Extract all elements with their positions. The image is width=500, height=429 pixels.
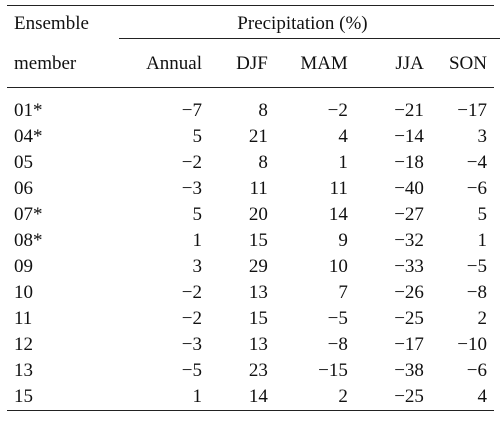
mam-cell: −2 (327, 100, 348, 121)
table-row: 01* −7 8 −2 −21 −17 (7, 88, 494, 125)
member-cell: 06 (14, 178, 33, 199)
mam-cell: 4 (338, 126, 348, 147)
jja-cell: −17 (394, 334, 424, 355)
table-row: 08* 1 15 9 −32 1 (7, 228, 494, 254)
mam-cell: −8 (327, 334, 348, 355)
jja-cell: −25 (394, 308, 424, 329)
jja-cell: −33 (394, 256, 424, 277)
djf-cell: 21 (248, 126, 268, 147)
member-cell: 05 (14, 152, 33, 173)
table-row: 04* 5 21 4 −14 3 (7, 124, 494, 150)
annual-cell: −5 (181, 360, 203, 381)
table-row: 13 −5 23 −15 −38 −6 (7, 358, 494, 384)
table-row: 10 −2 13 7 −26 −8 (7, 280, 494, 306)
son-cell: −6 (466, 360, 487, 381)
mam-cell: 11 (329, 178, 348, 199)
table-row: 09 3 29 10 −33 −5 (7, 254, 494, 280)
annual-cell: 1 (192, 230, 203, 251)
jja-cell: −27 (394, 204, 424, 225)
jja-cell: −32 (394, 230, 424, 251)
jja-cell: −38 (394, 360, 424, 381)
member-cell: 12 (14, 334, 33, 355)
son-cell: −5 (466, 256, 487, 277)
table-row: 15 1 14 2 −25 4 (7, 384, 494, 411)
annual-cell: 5 (192, 126, 203, 147)
djf-cell: 8 (258, 152, 268, 173)
djf-cell: 13 (248, 334, 268, 355)
djf-cell: 23 (248, 360, 268, 381)
djf-cell: 13 (248, 282, 268, 303)
djf-cell: 29 (248, 256, 268, 277)
annual-cell: −3 (181, 334, 203, 355)
member-cell: 15 (7, 384, 111, 411)
djf-cell: 15 (248, 230, 268, 251)
header-row-2: member Annual DJF MAM JJA SON (7, 41, 494, 88)
jja-cell: −40 (394, 178, 424, 199)
member-cell: 01* (14, 100, 43, 121)
table-row: 05 −2 8 1 −18 −4 (7, 150, 494, 176)
col-header-son: SON (448, 53, 487, 74)
member-cell: 08* (14, 230, 43, 251)
member-cell: 11 (14, 308, 33, 329)
member-cell: 07* (14, 204, 43, 225)
annual-cell: 5 (192, 204, 203, 225)
son-cell: 2 (477, 308, 488, 329)
col-header-djf: DJF (236, 53, 268, 74)
son-cell: 5 (477, 204, 488, 225)
table-row: 11 −2 15 −5 −25 2 (7, 306, 494, 332)
mam-cell: 10 (328, 256, 348, 277)
djf-cell: 14 (206, 384, 272, 411)
mam-cell: −5 (327, 308, 348, 329)
table-row: 07* 5 20 14 −27 5 (7, 202, 494, 228)
mam-cell: 2 (271, 384, 352, 411)
jja-cell: −18 (394, 152, 424, 173)
mam-cell: 14 (328, 204, 348, 225)
annual-cell: −2 (181, 308, 203, 329)
col-header-jja: JJA (395, 53, 424, 74)
mam-cell: 9 (338, 230, 348, 251)
jja-cell: −25 (351, 384, 428, 411)
jja-cell: −14 (394, 126, 424, 147)
header-row-1: Ensemble Precipitation (%) (7, 5, 494, 42)
annual-cell: −3 (181, 178, 203, 199)
mam-cell: 1 (338, 152, 348, 173)
precipitation-group-header: Precipitation (%) (237, 12, 368, 34)
djf-cell: 11 (249, 178, 268, 199)
son-cell: −6 (466, 178, 487, 199)
annual-cell: −7 (181, 100, 203, 121)
son-cell: 4 (427, 384, 494, 411)
table-body: 01* −7 8 −2 −21 −17 04* 5 21 4 −14 3 05 −2 8 1 −18 −4 06 −3… (7, 88, 494, 411)
son-cell: 1 (477, 230, 488, 251)
member-cell: 10 (14, 282, 33, 303)
jja-cell: −21 (394, 100, 424, 121)
member-header-line1: Ensemble (14, 12, 89, 34)
djf-cell: 20 (248, 204, 268, 225)
table-row: 12 −3 13 −8 −17 −10 (7, 332, 494, 358)
annual-cell: −2 (181, 282, 203, 303)
son-cell: −4 (466, 152, 487, 173)
djf-cell: 8 (258, 100, 268, 121)
group-header-rule (119, 38, 500, 39)
member-cell: 09 (14, 256, 33, 277)
member-cell: 04* (14, 126, 43, 147)
son-cell: −17 (457, 100, 487, 121)
table-row: 06 −3 11 11 −40 −6 (7, 176, 494, 202)
son-cell: −8 (466, 282, 487, 303)
col-header-annual: Annual (146, 53, 203, 74)
mam-cell: 7 (338, 282, 348, 303)
son-cell: −10 (457, 334, 487, 355)
precipitation-table: Ensemble Precipitation (%) member Annual… (7, 5, 494, 411)
son-cell: 3 (477, 126, 488, 147)
member-header-line2: member (14, 53, 77, 74)
mam-cell: −15 (318, 360, 348, 381)
annual-cell: −2 (181, 152, 203, 173)
col-header-mam: MAM (300, 53, 348, 74)
member-cell: 13 (14, 360, 33, 381)
djf-cell: 15 (248, 308, 268, 329)
annual-cell: 1 (110, 384, 207, 411)
annual-cell: 3 (192, 256, 203, 277)
jja-cell: −26 (394, 282, 424, 303)
